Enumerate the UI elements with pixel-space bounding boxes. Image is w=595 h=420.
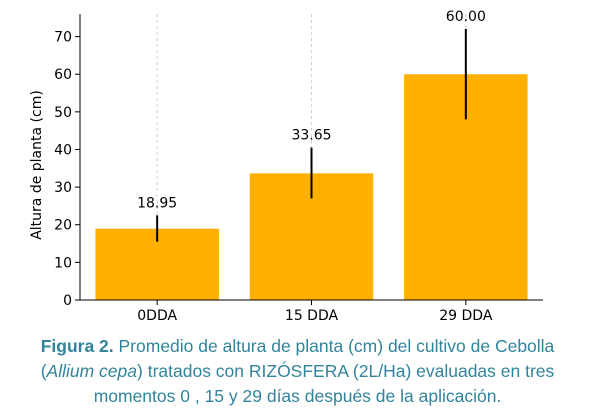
- x-tick-label: 29 DDA: [439, 308, 493, 324]
- y-tick-label: 60: [54, 67, 72, 83]
- x-tick-label: 15 DDA: [285, 308, 339, 324]
- y-tick-label: 70: [54, 30, 72, 46]
- bar-chart: 18.95 33.65 60.00 0 10 20 30 40 50 60 70 0DDA 15 DD…: [29, 9, 543, 324]
- species-name: Allium cepa: [46, 361, 138, 381]
- data-label: 60.00: [446, 9, 486, 25]
- error-bars: [156, 29, 467, 242]
- caption-text-2: ) tratados con RIZÓSFERA (2L/Ha) evaluad…: [93, 361, 555, 406]
- figure-label: Figura 2.: [40, 336, 114, 356]
- data-labels: 18.95 33.65 60.00: [137, 9, 486, 211]
- y-tick-label: 0: [63, 293, 72, 309]
- y-axis-title: Altura de planta (cm): [29, 90, 45, 240]
- axes: 0 10 20 30 40 50 60 70 0DDA 15 DDA 29 DDA: [54, 14, 543, 324]
- data-label: 18.95: [137, 195, 177, 211]
- caption-text-1: Promedio de altura de planta (cm) del cu…: [40, 336, 555, 381]
- y-tick-label: 40: [54, 142, 72, 158]
- x-tick-label: 0DDA: [137, 308, 177, 324]
- data-label: 33.65: [291, 128, 331, 144]
- y-tick-label: 10: [54, 255, 72, 271]
- y-tick-label: 50: [54, 105, 72, 121]
- bars: [95, 74, 528, 300]
- y-tick-label: 30: [54, 180, 72, 196]
- figure-caption: Figura 2. Promedio de altura de planta (…: [14, 334, 581, 409]
- y-tick-label: 20: [54, 218, 72, 234]
